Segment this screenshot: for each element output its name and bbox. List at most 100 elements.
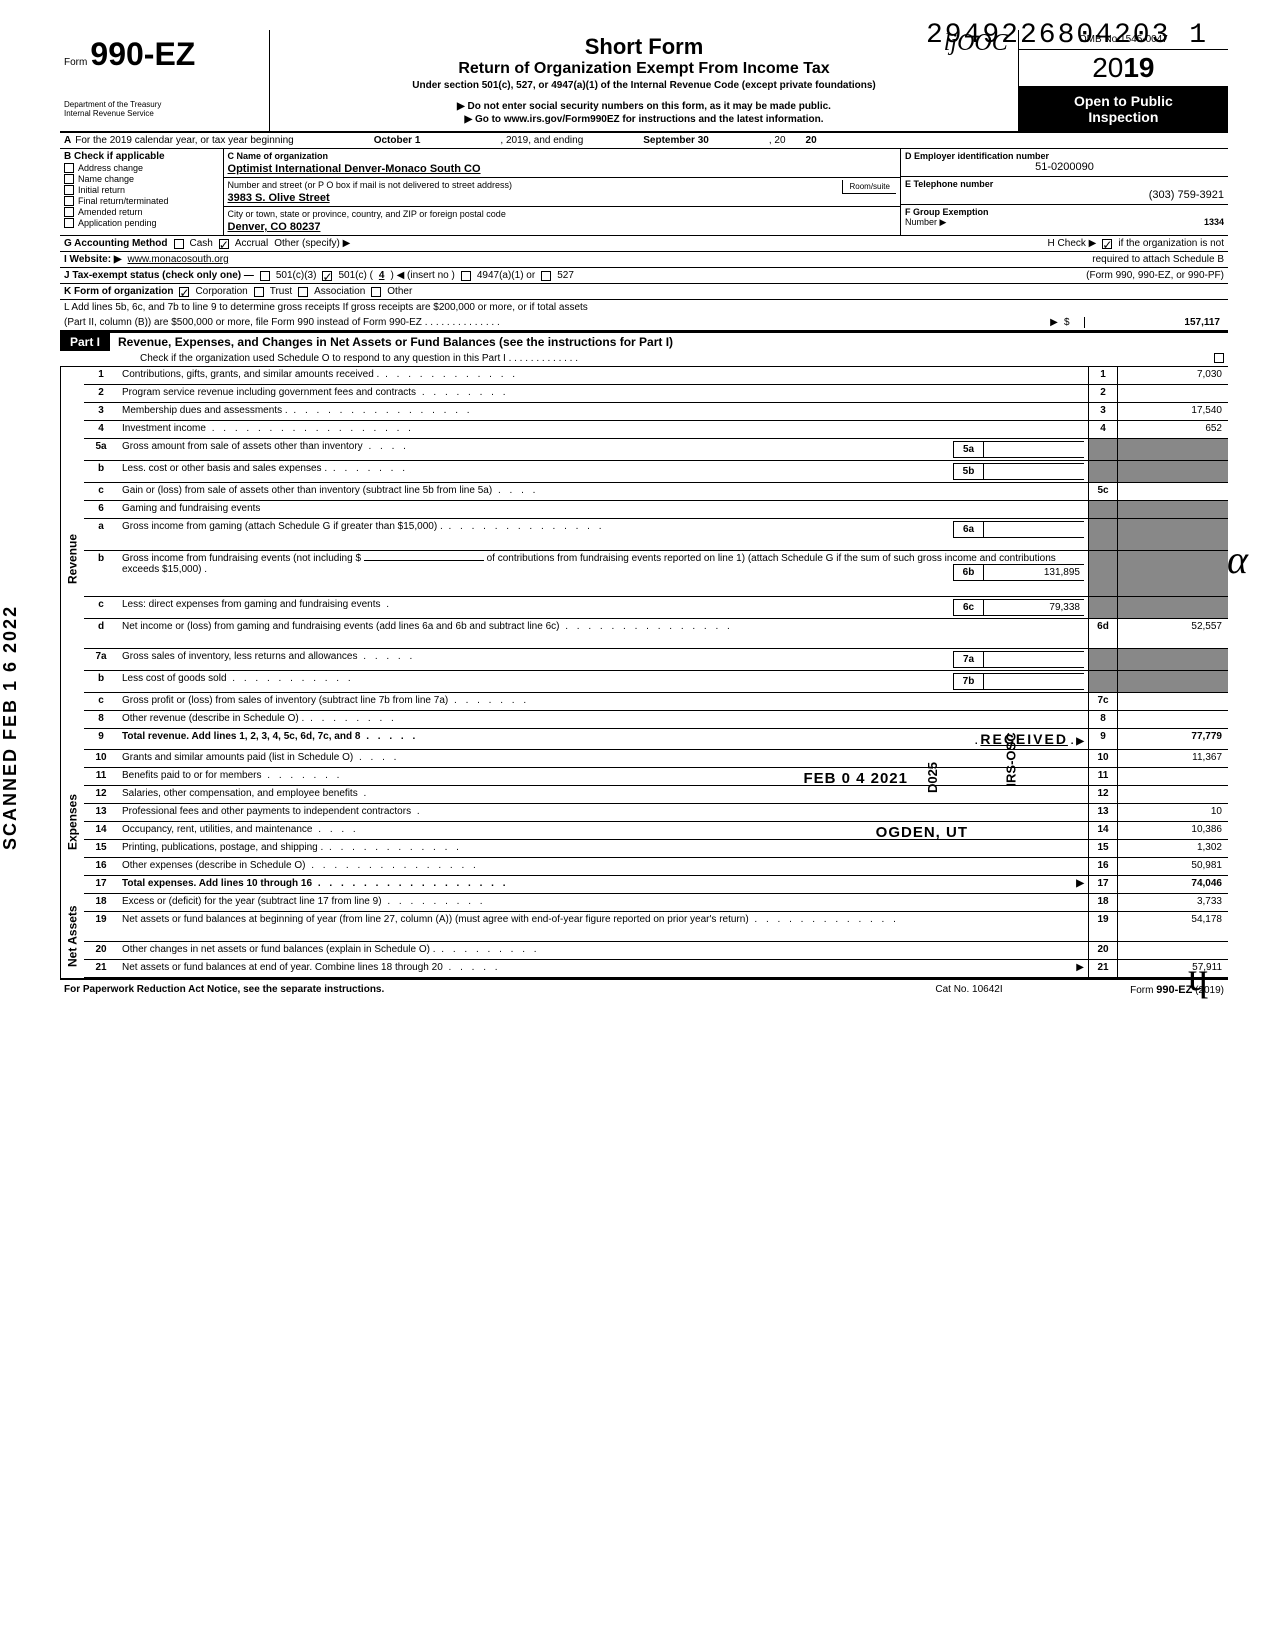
side-label-net-assets: Net Assets	[60, 894, 84, 978]
ln16-rn: 16	[1088, 858, 1118, 875]
ln6-desc: Gaming and fundraising events	[122, 503, 260, 514]
ln7b-ibv	[984, 674, 1084, 689]
cb-label-4: Amended return	[78, 207, 143, 217]
form-prefix: Form	[64, 57, 87, 68]
row-l-amount: 157,117	[1084, 317, 1224, 328]
ln18-rn: 18	[1088, 894, 1118, 911]
ln5a-amt	[1118, 439, 1228, 460]
checkbox-cash[interactable]	[174, 239, 184, 249]
ln17-amt: 74,046	[1118, 876, 1228, 893]
ln17-num: 17	[84, 876, 118, 893]
ln6c-ibv: 79,338	[984, 600, 1084, 615]
col-b-checkboxes: B Check if applicable Address change Nam…	[60, 149, 224, 235]
checkbox-amended[interactable]	[64, 207, 74, 217]
opt-cash: Cash	[190, 238, 213, 249]
initials-bottom: ɥ	[1188, 953, 1208, 1000]
ln21-rn: 21	[1088, 960, 1118, 977]
ln3-amt: 17,540	[1118, 403, 1228, 420]
checkbox-final-return[interactable]	[64, 196, 74, 206]
opt-501c-num: 4	[379, 270, 385, 281]
row-k: K Form of organization Corporation Trust…	[60, 284, 1228, 300]
checkbox-527[interactable]	[541, 271, 551, 281]
instr-ssn: ▶ Do not enter social security numbers o…	[274, 101, 1014, 112]
checkbox-corp[interactable]	[179, 287, 189, 297]
ln20-amt	[1118, 942, 1228, 959]
cb-label-5: Application pending	[78, 218, 157, 228]
col-b-hdr: Check if applicable	[74, 151, 165, 162]
ln19-desc: Net assets or fund balances at beginning…	[122, 914, 749, 925]
ln7a-rn	[1088, 649, 1118, 670]
opt-other: Other (specify) ▶	[274, 238, 350, 249]
row-l-line1: L Add lines 5b, 6c, and 7b to line 9 to …	[60, 300, 1228, 315]
checkbox-501c3[interactable]	[260, 271, 270, 281]
checkbox-initial-return[interactable]	[64, 185, 74, 195]
checkbox-app-pending[interactable]	[64, 218, 74, 228]
ln7a-amt	[1118, 649, 1228, 670]
footer-form-num: 990-EZ	[1156, 984, 1192, 996]
checkbox-4947[interactable]	[461, 271, 471, 281]
year-prefix: 20	[1092, 52, 1123, 83]
checkbox-address-change[interactable]	[64, 163, 74, 173]
cb-label-1: Name change	[78, 174, 134, 184]
ln17-rn: 17	[1088, 876, 1118, 893]
checkbox-h[interactable]	[1102, 239, 1112, 249]
ln8-rn: 8	[1088, 711, 1118, 728]
checkbox-501c[interactable]	[322, 271, 332, 281]
net-assets-section: Net Assets 18Excess or (deficit) for the…	[60, 894, 1228, 978]
row-h-text4: (Form 990, 990-EZ, or 990-PF)	[1086, 270, 1224, 281]
website-value: www.monacosouth.org	[128, 254, 229, 265]
checkbox-assoc[interactable]	[298, 287, 308, 297]
ln9-num: 9	[84, 729, 118, 749]
ln6b-num: b	[84, 551, 118, 596]
ln5b-amt	[1118, 461, 1228, 482]
ln6a-desc: Gross income from gaming (attach Schedul…	[122, 521, 443, 532]
ln5c-num: c	[84, 483, 118, 500]
label-a: A	[64, 135, 71, 146]
row-a-text2: , 2019, and ending	[500, 135, 583, 146]
ln10-rn: 10	[1088, 750, 1118, 767]
subtitle: Under section 501(c), 527, or 4947(a)(1)…	[274, 80, 1014, 91]
ln2-desc: Program service revenue including govern…	[122, 387, 416, 398]
opt-other-org: Other	[387, 286, 412, 297]
opt-501c-open: 501(c) (	[338, 270, 372, 281]
ln13-amt: 10	[1118, 804, 1228, 821]
ln1-amt: 7,030	[1118, 367, 1228, 384]
initials-scribble: α	[1227, 536, 1248, 583]
expenses-section: Expenses 10Grants and similar amounts pa…	[60, 750, 1228, 894]
ln12-desc: Salaries, other compensation, and employ…	[122, 788, 358, 799]
revenue-section: Revenue 1Contributions, gifts, grants, a…	[60, 367, 1228, 750]
ln7b-ib: 7b	[954, 674, 984, 689]
signature-scribble: ljOOC	[944, 30, 1008, 57]
row-l-dollar: $	[1064, 317, 1084, 328]
part1-tag: Part I	[60, 333, 110, 351]
ln1-desc: Contributions, gifts, grants, and simila…	[122, 369, 379, 380]
ln11-desc: Benefits paid to or for members	[122, 770, 262, 781]
ln7c-amt	[1118, 693, 1228, 710]
row-a-end-year: 20	[806, 135, 817, 146]
ln12-rn: 12	[1088, 786, 1118, 803]
row-h-text1: H Check ▶	[1048, 238, 1097, 249]
checkbox-other-org[interactable]	[371, 287, 381, 297]
ln1-rn: 1	[1088, 367, 1118, 384]
org-name-value: Optimist International Denver-Monaco Sou…	[228, 163, 896, 175]
checkbox-name-change[interactable]	[64, 174, 74, 184]
checkbox-accrual[interactable]	[219, 239, 229, 249]
ln5a-ib: 5a	[954, 442, 984, 457]
checkbox-trust[interactable]	[254, 287, 264, 297]
side-label-expenses: Expenses	[60, 750, 84, 894]
checkbox-schedule-o[interactable]	[1214, 353, 1224, 363]
ln5c-rn: 5c	[1088, 483, 1118, 500]
row-a-tax-year: A For the 2019 calendar year, or tax yea…	[60, 133, 1228, 149]
section-bcdef: B Check if applicable Address change Nam…	[60, 149, 1228, 236]
scanned-stamp: SCANNED FEB 1 6 2022	[0, 605, 21, 850]
ln7c-desc: Gross profit or (loss) from sales of inv…	[122, 695, 448, 706]
ln13-num: 13	[84, 804, 118, 821]
group-exemption-label2: Number ▶	[905, 217, 946, 227]
row-h-text3: required to attach Schedule B	[1092, 254, 1224, 265]
ln5b-ibv	[984, 464, 1084, 479]
label-i: I Website: ▶	[64, 254, 122, 265]
phone-label: E Telephone number	[905, 179, 1224, 189]
ln13-desc: Professional fees and other payments to …	[122, 806, 411, 817]
org-city-box: City or town, state or province, country…	[224, 207, 900, 235]
ln20-rn: 20	[1088, 942, 1118, 959]
